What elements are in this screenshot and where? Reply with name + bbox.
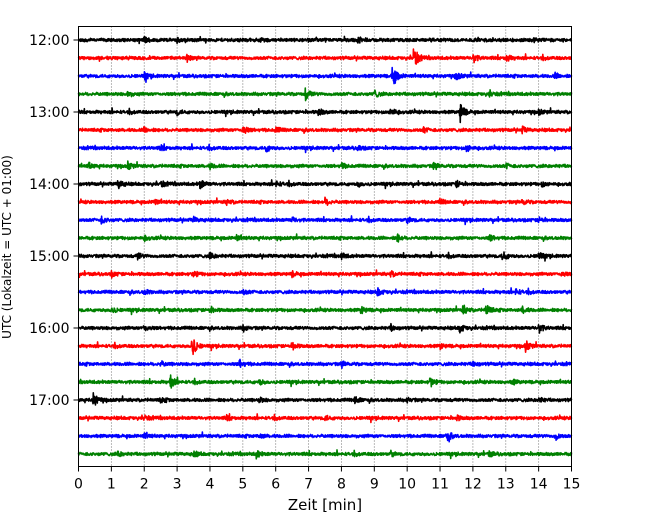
seismic-trace bbox=[77, 48, 572, 65]
seismic-trace bbox=[77, 304, 573, 316]
seismic-trace bbox=[77, 66, 573, 85]
y-tick-label: 16:00 bbox=[29, 321, 69, 337]
trace-layer bbox=[77, 35, 573, 460]
seismic-trace bbox=[77, 413, 573, 424]
seismic-trace bbox=[77, 233, 573, 243]
seismic-trace bbox=[77, 160, 573, 171]
seismic-trace bbox=[77, 179, 572, 190]
plot-frame bbox=[78, 26, 572, 467]
seismic-trace bbox=[78, 358, 573, 369]
y-axis: 12:00 13:00 14:00 15:00 16:00 17:00 bbox=[29, 33, 79, 409]
seismic-trace bbox=[77, 125, 572, 135]
x-tick-label: 0 bbox=[74, 477, 83, 493]
y-tick-label: 13:00 bbox=[29, 105, 69, 121]
y-tick-label: 17:00 bbox=[29, 393, 69, 409]
x-tick-label: 4 bbox=[206, 477, 215, 493]
x-tick-label: 10 bbox=[398, 477, 416, 493]
seismic-trace bbox=[77, 392, 573, 406]
x-tick-label: 9 bbox=[370, 477, 379, 493]
seismic-trace bbox=[77, 449, 573, 460]
x-tick-label: 6 bbox=[271, 477, 280, 493]
seismic-trace bbox=[77, 103, 573, 124]
grid bbox=[110, 26, 540, 467]
x-tick-label: 15 bbox=[563, 477, 581, 493]
x-tick-label: 7 bbox=[304, 477, 313, 493]
seismic-trace bbox=[77, 143, 573, 154]
x-tick-label: 14 bbox=[530, 477, 548, 493]
y-axis-title: UTC (Lokalzeit = UTC + 01:00) bbox=[0, 155, 14, 339]
seismic-trace bbox=[77, 215, 573, 226]
seismic-trace bbox=[77, 269, 573, 279]
seismic-trace bbox=[77, 251, 573, 262]
seismic-trace bbox=[77, 339, 573, 356]
x-tick-label: 3 bbox=[173, 477, 182, 493]
y-tick-label: 12:00 bbox=[29, 33, 69, 49]
x-tick-label: 12 bbox=[464, 477, 482, 493]
x-tick-label: 2 bbox=[140, 477, 149, 493]
seismic-trace bbox=[77, 287, 573, 297]
seismic-trace bbox=[77, 322, 573, 334]
x-axis-title: Zeit [min] bbox=[288, 496, 362, 514]
x-tick-label: 8 bbox=[337, 477, 346, 493]
seismic-trace bbox=[77, 87, 573, 102]
seismic-trace bbox=[78, 431, 573, 443]
x-tick-label: 1 bbox=[107, 477, 116, 493]
seismic-trace bbox=[78, 374, 572, 389]
x-axis: 0 1 2 3 4 5 6 7 8 9 10 11 12 13 14 15 bbox=[74, 466, 581, 493]
x-tick-label: 11 bbox=[431, 477, 449, 493]
y-tick-label: 15:00 bbox=[29, 249, 69, 265]
seismic-trace bbox=[77, 196, 573, 207]
seismic-trace bbox=[78, 35, 573, 45]
y-tick-label: 14:00 bbox=[29, 177, 69, 193]
x-tick-label: 13 bbox=[497, 477, 515, 493]
x-tick-label: 5 bbox=[238, 477, 247, 493]
